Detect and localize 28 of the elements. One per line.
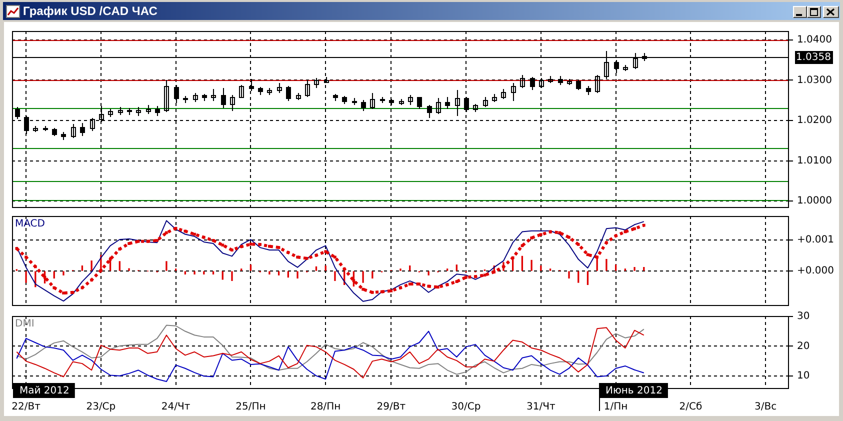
title-bar: График USD /CAD ЧАС [3, 2, 840, 20]
y-tick-label: 1.0200 [797, 115, 832, 126]
x-tick-label: 25/Пн [236, 402, 266, 413]
y-tick-label: +0.001 [797, 234, 834, 246]
y-tick-label: 20 [797, 340, 810, 352]
chart-title: MACD [15, 218, 46, 230]
x-tick-label: 28/Пн [310, 402, 341, 413]
x-tick-label: 23/Ср [86, 402, 116, 413]
y-tick-label: 1.0300 [797, 74, 832, 86]
x-tick-label: 22/Вт [12, 402, 41, 413]
y-tick-label: 1.0400 [797, 34, 832, 46]
y-tick-label: 1.0100 [797, 155, 832, 166]
x-tick-label: 3/Вс [754, 402, 777, 413]
x-tick-label: 31/Чт [526, 402, 556, 413]
x-tick-label: 24/Чт [161, 402, 190, 413]
annotation: Июнь 2012 [606, 386, 662, 397]
chart-title: График USD /CAD ЧАС [23, 3, 158, 20]
y-tick-label: 30 [797, 310, 810, 322]
y-tick-label: 10 [797, 370, 810, 382]
x-tick-label: 29/Вт [376, 402, 406, 413]
chart-title: DMI [15, 318, 34, 330]
x-tick-label: 1/Пн [604, 402, 628, 413]
ref-line-label: 1.0358 [796, 52, 831, 64]
x-tick-label: 2/Сб [679, 402, 702, 413]
y-tick-label: +0.000 [797, 266, 834, 277]
annotation: Май 2012 [20, 386, 70, 397]
x-tick-label: 30/Ср [451, 402, 481, 413]
y-tick-label: 1.0000 [797, 196, 832, 207]
